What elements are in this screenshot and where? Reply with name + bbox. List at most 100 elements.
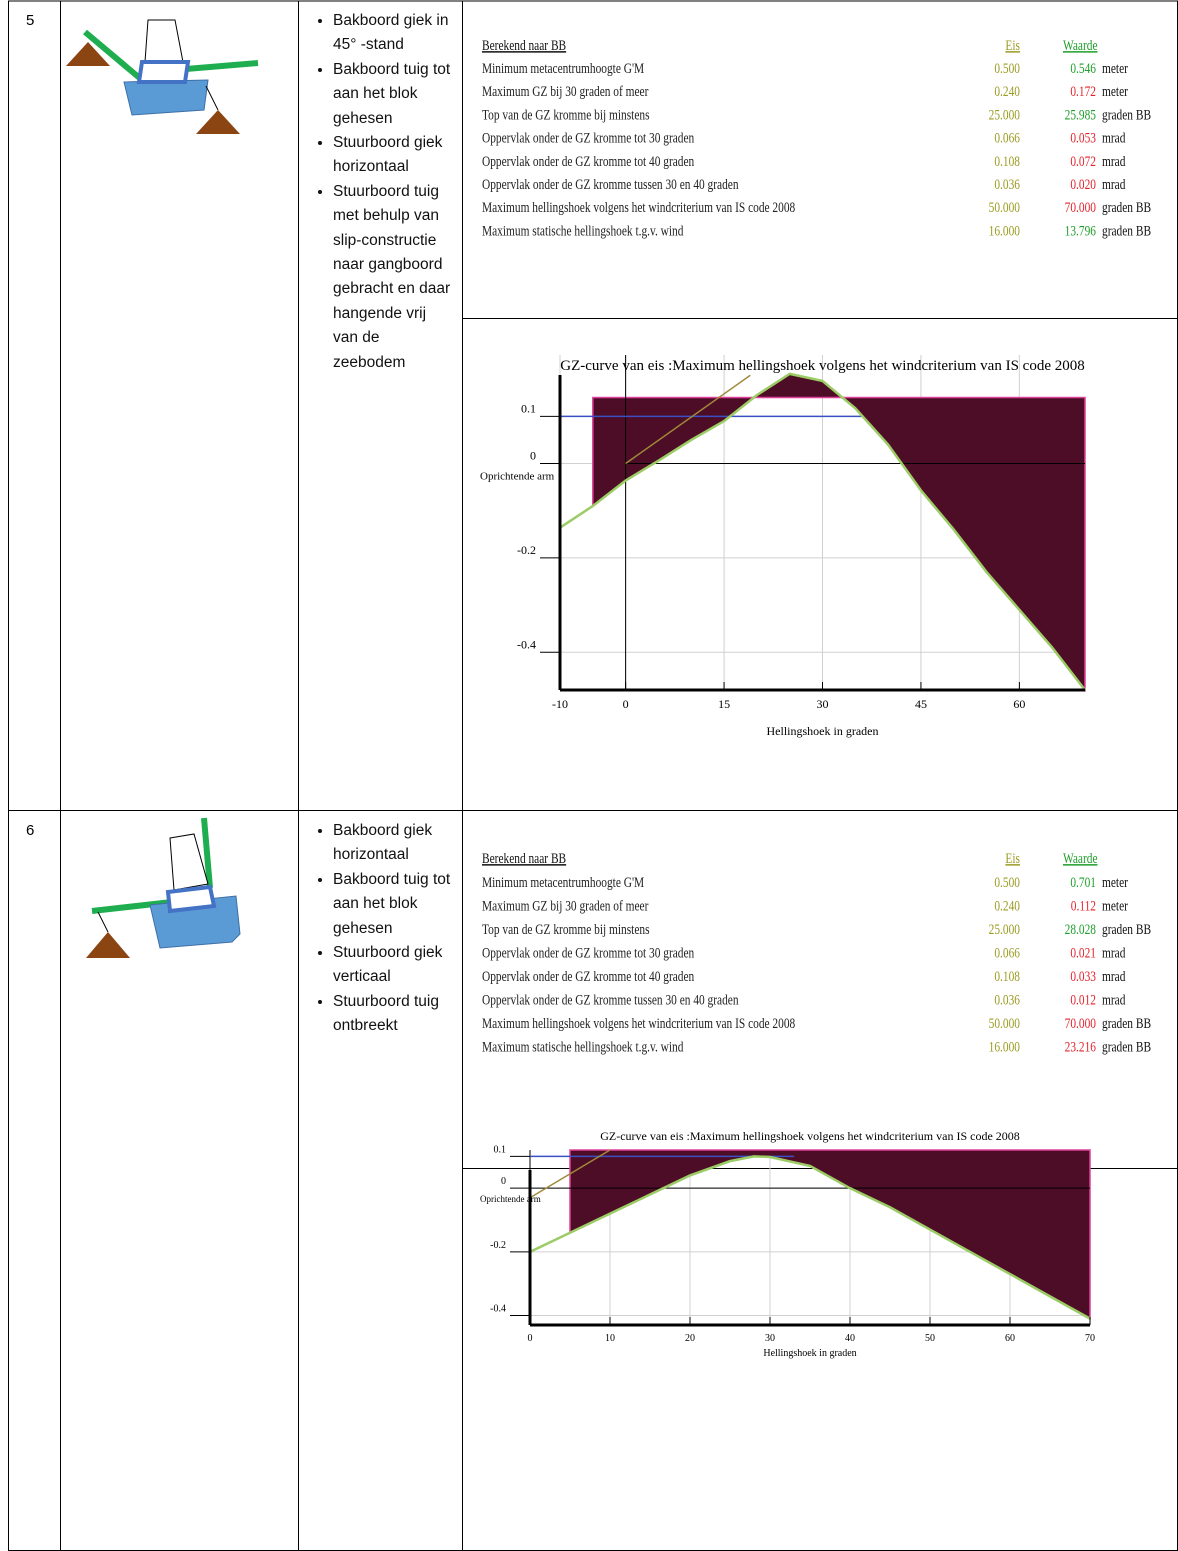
actual-value: 0.021 — [1070, 944, 1096, 961]
x-tick-label: 70 — [1085, 1333, 1095, 1344]
requirement-value: 0.036 — [994, 991, 1020, 1008]
bullet-list: Bakboord giek in 45° -standBakboord tuig… — [300, 9, 452, 375]
hull — [123, 79, 209, 116]
table-header: Eis — [1005, 849, 1020, 866]
bullet-item: Stuurboord tuig ontbreekt — [333, 990, 452, 1039]
cabin — [144, 19, 184, 63]
actual-value: 0.172 — [1070, 83, 1096, 100]
x-tick-label: 60 — [1005, 1333, 1015, 1344]
actual-value: 0.072 — [1070, 152, 1096, 169]
actual-value: 0.053 — [1070, 129, 1096, 146]
required-area — [592, 373, 1086, 693]
unit: mrad — [1102, 991, 1126, 1008]
cabin — [169, 833, 209, 891]
unit: meter — [1102, 59, 1128, 76]
unit: meter — [1102, 83, 1128, 100]
x-axis-label: Hellingshoek in graden — [767, 724, 879, 738]
y-tick-label: 0 — [501, 1176, 506, 1187]
x-tick-label: 20 — [685, 1333, 695, 1344]
actual-value: 0.020 — [1070, 175, 1096, 192]
y-tick-label: 0 — [530, 449, 536, 463]
ship-drawing-6 — [86, 817, 241, 958]
deckhouse — [165, 884, 217, 914]
requirement-value: 0.066 — [994, 129, 1020, 146]
y-tick-label: -0.2 — [517, 543, 536, 557]
actual-value: 28.028 — [1065, 920, 1097, 937]
requirement-value: 0.108 — [994, 152, 1020, 169]
requirement-value: 25.000 — [989, 106, 1021, 123]
gz-chart: -10 0 15 30 45 60 0.1 0 -0.2 -0.4 GZ-curve van eis… — [480, 355, 1086, 738]
bullet-item: Bakboord tuig tot aan het blok gehesen — [333, 868, 452, 941]
x-tick-label: 30 — [817, 697, 829, 711]
requirement-value: 0.036 — [994, 175, 1020, 192]
bullet-item: Bakboord giek in 45° -stand — [333, 9, 452, 58]
x-tick-label: 60 — [1013, 697, 1025, 711]
requirement-value: 0.108 — [994, 967, 1020, 984]
unit: meter — [1102, 897, 1128, 914]
criterion-label: Oppervlak onder de GZ kromme tussen 30 e… — [482, 991, 739, 1008]
table-header: Berekend naar BB — [482, 849, 566, 866]
actual-value: 0.546 — [1070, 59, 1096, 76]
gz-curve — [529, 1155, 1091, 1320]
unit: mrad — [1102, 129, 1126, 146]
boom — [91, 899, 173, 914]
requirement-value: 50.000 — [989, 199, 1021, 216]
heeling-arm-line — [625, 374, 751, 465]
bullet-item: Stuurboord giek horizontaal — [333, 131, 452, 180]
unit: mrad — [1102, 175, 1126, 192]
requirement-value: 0.240 — [994, 897, 1020, 914]
actual-value: 0.701 — [1070, 873, 1096, 890]
criterion-label: Maximum hellingshoek volgens het windcri… — [482, 1014, 796, 1031]
requirements-table: Berekend naar BB Eis Waarde Minimum metacen… — [482, 36, 1151, 238]
criterion-label: Minimum metacentrumhoogte G'M — [482, 873, 644, 890]
unit: mrad — [1102, 152, 1126, 169]
weight — [196, 110, 240, 134]
unit: meter — [1102, 873, 1128, 890]
gz-chart: 0 10 20 30 40 50 60 70 0.1 0 -0.2 -0.4 GZ-curve van … — [480, 1129, 1095, 1359]
criterion-label: Oppervlak onder de GZ kromme tussen 30 e… — [482, 175, 739, 192]
x-tick-label: 50 — [925, 1333, 935, 1344]
bullet-item: Stuurboord tuig met behulp van slip-cons… — [333, 180, 452, 375]
chart-title: GZ-curve van eis :Maximum hellingshoek v… — [600, 1129, 1020, 1143]
actual-value: 70.000 — [1065, 199, 1097, 216]
actual-value: 70.000 — [1065, 1014, 1097, 1031]
unit: graden BB — [1102, 106, 1151, 123]
bullet-item: Bakboord giek horizontaal — [333, 819, 452, 868]
x-tick-label: 15 — [718, 697, 730, 711]
unit: graden BB — [1102, 1014, 1151, 1031]
actual-value: 0.112 — [1071, 897, 1096, 914]
bullet-item: Stuurboord giek verticaal — [333, 941, 452, 990]
requirement-value: 16.000 — [989, 222, 1021, 239]
row-number: 5 — [26, 12, 35, 29]
table-header: Eis — [1005, 36, 1020, 53]
x-tick-label: -10 — [552, 697, 568, 711]
deckhouse — [136, 60, 191, 84]
requirements-table: Berekend naar BB Eis Waarde Minimum metacen… — [482, 849, 1151, 1054]
requirement-value: 0.066 — [994, 944, 1020, 961]
y-tick-label: -0.4 — [517, 637, 536, 651]
requirement-value: 25.000 — [989, 920, 1021, 937]
y-axis-label: Oprichtende arm — [480, 471, 555, 483]
actual-value: 13.796 — [1065, 222, 1097, 239]
ship-drawing-5 — [66, 19, 259, 134]
requirement-value: 0.500 — [994, 59, 1020, 76]
unit: graden BB — [1102, 199, 1151, 216]
y-axis-label: Oprichtende arm — [480, 1194, 541, 1204]
x-tick-label: 10 — [605, 1333, 615, 1344]
boom — [185, 60, 259, 72]
heeling-arm-line — [529, 1149, 611, 1199]
requirement-value: 16.000 — [989, 1038, 1021, 1055]
actual-value: 23.216 — [1065, 1038, 1097, 1055]
criterion-label: Oppervlak onder de GZ kromme tot 40 grad… — [482, 152, 695, 169]
rope — [205, 85, 219, 111]
boom — [83, 29, 144, 83]
unit: graden BB — [1102, 222, 1151, 239]
criterion-label: Oppervlak onder de GZ kromme tot 30 grad… — [482, 944, 695, 961]
x-tick-label: 45 — [915, 697, 927, 711]
criterion-label: Maximum statische hellingshoek t.g.v. wi… — [482, 222, 684, 239]
x-axis-label: Hellingshoek in graden — [763, 1348, 856, 1359]
boom — [201, 817, 213, 889]
criterion-label: Top van de GZ kromme bij minstens — [482, 106, 650, 123]
criterion-label: Maximum GZ bij 30 graden of meer — [482, 897, 649, 914]
